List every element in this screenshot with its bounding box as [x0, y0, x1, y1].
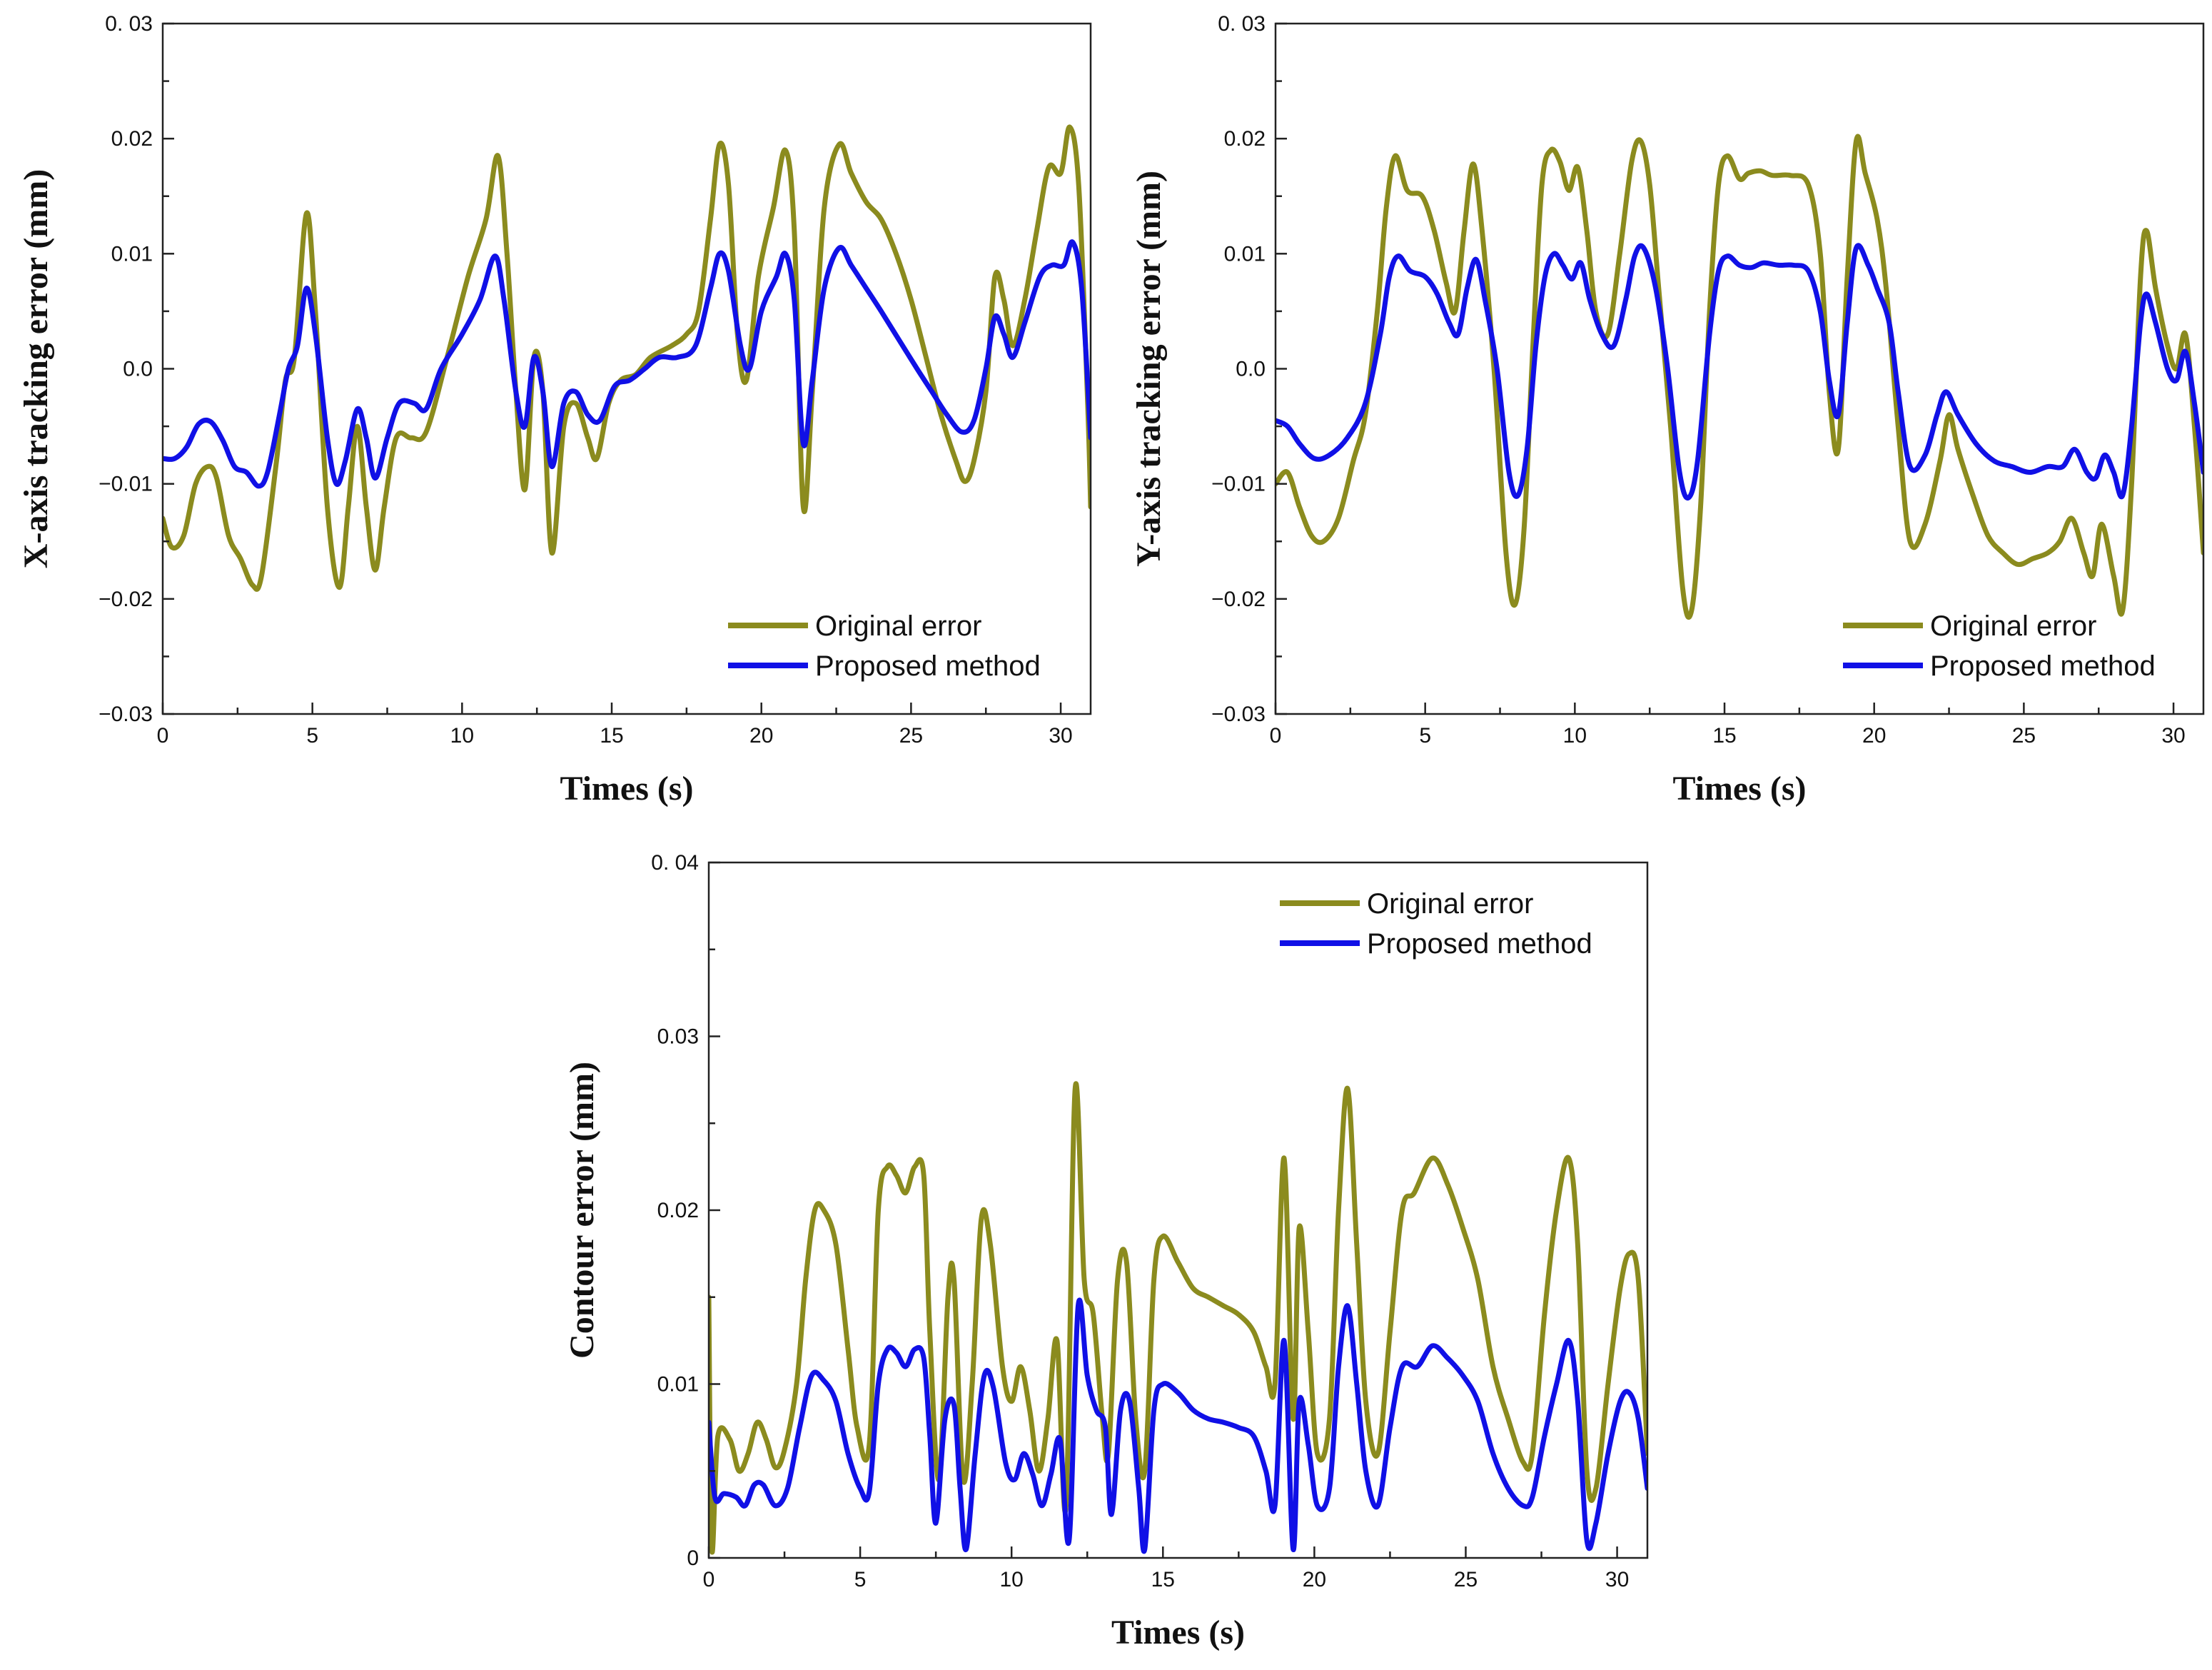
x-tick-label: 5 [306, 724, 318, 748]
x-tick-label: 20 [1862, 724, 1886, 748]
y-axis-title: Contour error (mm) [563, 1062, 601, 1359]
legend: Original error Proposed method [1843, 610, 2156, 682]
series-line-original-error [1276, 134, 2203, 620]
x-tick-label: 25 [899, 724, 923, 748]
x-tick-label: 0 [1270, 724, 1282, 748]
y-tick-label: 0.01 [111, 242, 153, 266]
series-line-original-error [163, 124, 1091, 592]
y-axis-title: Y-axis tracking error (mm) [1130, 171, 1168, 567]
y-tick-label: −0.02 [99, 588, 153, 611]
x-tick-label: 10 [450, 724, 474, 748]
legend-label: Proposed method [815, 650, 1041, 682]
y-tick-label: 0.0 [123, 358, 153, 381]
y-tick-label: 0.01 [657, 1373, 699, 1397]
y-tick-label: 0.01 [1224, 242, 1266, 266]
y-axis-title: X-axis tracking error (mm) [17, 169, 55, 568]
x-tick-label: 0 [157, 724, 169, 748]
x-tick-label: 25 [2012, 724, 2036, 748]
legend-label: Original error [1930, 610, 2096, 642]
y-tick-label: −0.01 [99, 473, 153, 496]
legend: Original error Proposed method [1280, 888, 1592, 960]
y-tick-label: 0 [687, 1546, 699, 1570]
series-line-proposed-method [709, 1297, 1647, 1554]
y-tick-label: −0.02 [1211, 588, 1266, 611]
legend-label: Original error [815, 610, 981, 642]
y-tick-label: 0. 03 [1218, 12, 1266, 36]
x-tick-label: 30 [1605, 1568, 1629, 1591]
y-tick-label: 0.03 [657, 1025, 699, 1049]
y-axis-chart: 0 5 10 15 20 25 30 −0.03 −0.02 −0.01 0.0 0.01 0.02 0.… [1130, 12, 2205, 808]
x-tick-label: 5 [854, 1568, 867, 1591]
series-line-proposed-method [1276, 243, 2203, 501]
x-tick-label: 20 [1303, 1568, 1326, 1591]
x-tick-label: 5 [1419, 724, 1431, 748]
x-axis-title: Times (s) [560, 770, 693, 808]
x-axis-title: Times (s) [1672, 770, 1806, 808]
y-tick-label: 0. 03 [105, 12, 153, 36]
contour-chart: 0 5 10 15 20 25 30 0 0.01 0.02 0.03 0. 04 Times (s) C… [563, 851, 1649, 1651]
legend-label: Proposed method [1367, 928, 1592, 960]
series-line-original-error [709, 1081, 1647, 1555]
x-tick-label: 0 [703, 1568, 715, 1591]
y-tick-label: 0.02 [1224, 127, 1266, 151]
x-tick-label: 30 [2161, 724, 2185, 748]
x-tick-label: 20 [749, 724, 773, 748]
y-tick-label: −0.01 [1211, 473, 1266, 496]
legend-label: Original error [1367, 888, 1533, 920]
x-axis-chart: 0 5 10 15 20 25 30 −0.03 −0.02 −0.01 0.0 0.01 0.02 0.… [17, 12, 1092, 808]
y-tick-label: −0.03 [99, 703, 153, 726]
y-tick-label: 0.0 [1236, 358, 1266, 381]
y-tick-label: 0. 04 [651, 851, 699, 875]
y-tick-label: 0.02 [657, 1199, 699, 1222]
x-tick-label: 30 [1049, 724, 1072, 748]
y-tick-label: 0.02 [111, 127, 153, 151]
x-tick-label: 15 [600, 724, 623, 748]
x-tick-label: 10 [1563, 724, 1587, 748]
legend-label: Proposed method [1930, 650, 2156, 682]
x-tick-label: 15 [1151, 1568, 1175, 1591]
x-tick-label: 15 [1712, 724, 1736, 748]
series-line-proposed-method [163, 239, 1091, 489]
legend: Original error Proposed method [728, 610, 1041, 682]
y-tick-label: −0.03 [1211, 703, 1266, 726]
x-axis-title: Times (s) [1111, 1614, 1245, 1651]
x-tick-label: 25 [1454, 1568, 1478, 1591]
x-tick-label: 10 [1000, 1568, 1024, 1591]
